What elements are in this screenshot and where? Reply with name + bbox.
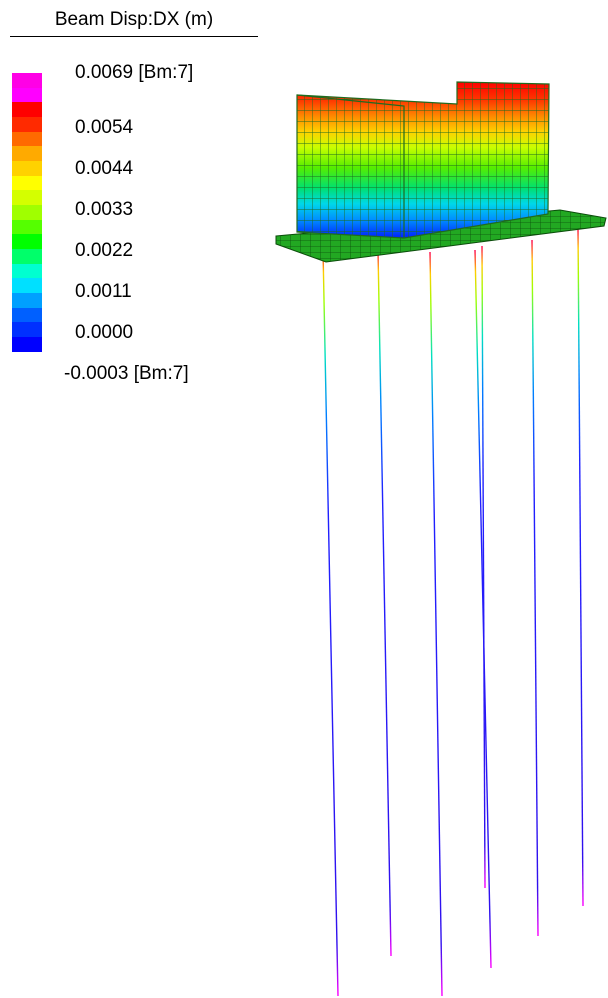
piles (323, 228, 583, 996)
pile-1 (323, 250, 338, 996)
pile-2 (378, 250, 391, 956)
pile-7 (578, 228, 583, 906)
retaining-wall (297, 82, 549, 238)
pile-3 (430, 252, 442, 996)
pile-6 (532, 240, 538, 936)
